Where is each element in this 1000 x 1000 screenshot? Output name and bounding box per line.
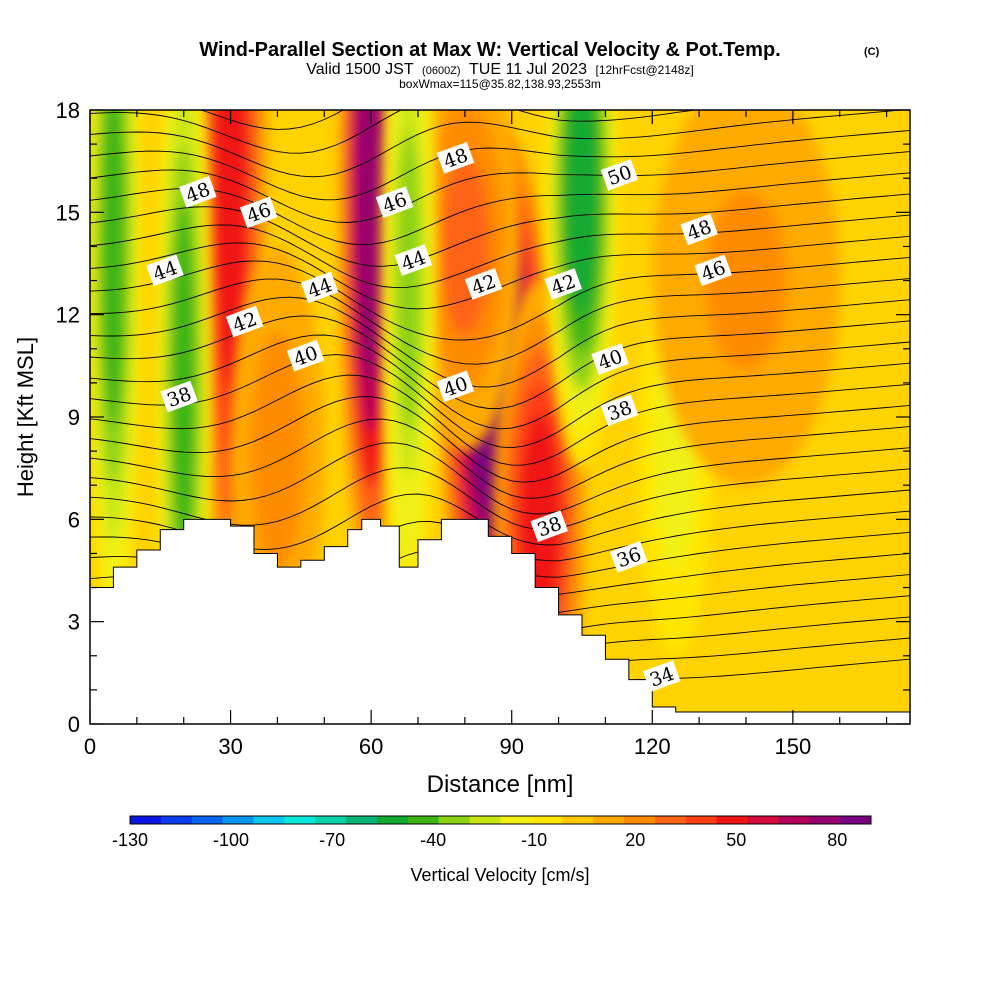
theta-contour-line xyxy=(90,172,910,246)
colorbar-swatch xyxy=(438,816,471,824)
colorbar-swatch xyxy=(624,816,656,824)
theta-contour-line xyxy=(90,442,910,515)
theta-contour-line xyxy=(90,418,910,499)
w-cell xyxy=(544,110,620,469)
chart-title: Wind-Parallel Section at Max W: Vertical… xyxy=(199,39,780,61)
theta-contour-line xyxy=(90,256,910,341)
colorbar-swatch xyxy=(562,816,594,824)
colorbar-swatch xyxy=(778,816,810,824)
colorbar-tick-label: 20 xyxy=(625,830,645,850)
x-tick-label: 60 xyxy=(359,734,383,759)
x-tick-label: 30 xyxy=(218,734,242,759)
colorbar-swatch xyxy=(284,816,316,824)
colorbar-frame xyxy=(129,815,872,825)
colorbar-tick-label: -100 xyxy=(213,830,249,850)
colorbar-tick-label: -130 xyxy=(112,830,148,850)
y-tick-label: 0 xyxy=(68,712,80,737)
x-axis-label: Distance [nm] xyxy=(427,771,574,798)
y-tick-label: 15 xyxy=(56,200,80,225)
theta-contour-line xyxy=(90,296,910,388)
colorbar-swatch xyxy=(809,816,841,824)
colorbar-tick-label: -40 xyxy=(420,830,446,850)
contour-label: 38 xyxy=(600,394,639,426)
x-axis: 0 30 60 90 120 150 xyxy=(84,110,888,759)
plot-area: 4846444244403846484442405048464240383836… xyxy=(90,110,910,724)
w-cell-layer xyxy=(565,110,599,316)
theta-contour-line xyxy=(90,151,910,223)
colorbar-swatch xyxy=(407,816,440,824)
vertical-velocity-field xyxy=(90,110,840,724)
x-tick-label: 0 xyxy=(84,734,96,759)
x-tick-label: 90 xyxy=(499,734,523,759)
w-cell xyxy=(652,110,840,486)
theta-contour-line xyxy=(90,354,910,449)
contour-label: 38 xyxy=(530,510,568,542)
x-tick-label: 150 xyxy=(774,734,811,759)
colorbar-swatch xyxy=(160,816,193,824)
colorbar-swatch xyxy=(346,816,378,824)
colorbar-swatch xyxy=(469,816,501,824)
theta-contour-line xyxy=(90,214,910,289)
theta-contour-line xyxy=(90,374,910,466)
colorbar-tick-label: 80 xyxy=(827,830,847,850)
theta-contour-line xyxy=(90,396,910,483)
theta-contour-line xyxy=(90,129,910,201)
colorbar-label: Vertical Velocity [cm/s] xyxy=(410,865,589,885)
colorbar-swatch xyxy=(840,816,872,824)
contour-label: 48 xyxy=(436,141,475,174)
colorbar-swatch xyxy=(531,816,563,824)
colorbar-swatch xyxy=(315,816,347,824)
w-cell-layer xyxy=(704,190,788,371)
theta-contour-line xyxy=(90,193,910,267)
y-tick-label: 9 xyxy=(68,405,80,430)
w-cell-layer xyxy=(356,110,386,376)
theta-contour-line xyxy=(90,334,910,430)
theta-contour-line xyxy=(90,278,910,365)
y-tick-label: 6 xyxy=(68,507,80,532)
colorbar-swatch xyxy=(716,816,748,824)
colorbar-swatch xyxy=(654,816,687,824)
colorbar-swatch xyxy=(593,816,625,824)
chart-subtitle-box: boxWmax=115@35.82,138.93,2553m xyxy=(399,77,601,91)
w-cell-layer xyxy=(101,110,126,427)
colorbar: -130 -100 -70 -40 -10 20 50 80 xyxy=(112,815,872,850)
colorbar-swatch xyxy=(253,816,285,824)
colorbar-tick-label: -10 xyxy=(521,830,547,850)
chart-title-mark: (C) xyxy=(864,46,880,58)
w-cell-layer xyxy=(440,156,490,337)
colorbar-tick-label: 50 xyxy=(726,830,746,850)
x-tick-label: 120 xyxy=(634,734,671,759)
colorbar-swatch xyxy=(191,816,224,824)
w-cell-layer xyxy=(256,361,299,542)
y-tick-label: 3 xyxy=(68,610,80,635)
colorbar-swatch xyxy=(130,816,162,824)
y-axis-label: Height [Kft MSL] xyxy=(13,337,38,497)
colorbar-tick-label: -70 xyxy=(319,830,345,850)
colorbar-swatch xyxy=(747,816,779,824)
w-cell xyxy=(408,110,522,452)
colorbar-swatch xyxy=(685,816,718,824)
y-tick-label: 18 xyxy=(56,98,80,123)
y-axis: 0 3 6 9 12 15 18 xyxy=(56,98,910,737)
theta-contour-line xyxy=(90,110,908,178)
theta-contour-line xyxy=(199,110,344,130)
colorbar-swatch xyxy=(222,816,254,824)
terrain-mask xyxy=(90,518,910,724)
theta-contour-line xyxy=(90,315,910,409)
colorbar-swatch xyxy=(500,816,532,824)
theta-contour-line xyxy=(90,110,698,154)
colorbar-swatch xyxy=(377,816,409,824)
y-tick-label: 12 xyxy=(56,303,80,328)
chart-subtitle: Valid 1500 JST (0600Z) TUE 11 Jul 2023 [… xyxy=(306,61,693,78)
contour-label: 46 xyxy=(375,186,414,218)
